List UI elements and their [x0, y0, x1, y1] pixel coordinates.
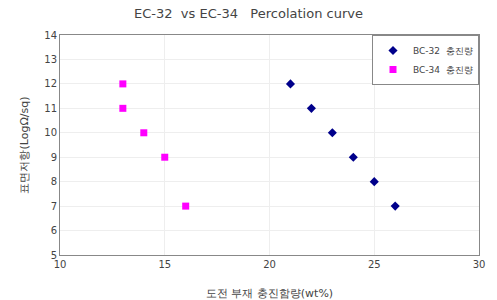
- svg-text:9: 9: [51, 152, 57, 163]
- svg-text:10: 10: [54, 259, 67, 270]
- svg-text:20: 20: [263, 259, 276, 270]
- svg-text:5: 5: [51, 250, 57, 261]
- svg-text:BC-32 충진량: BC-32 충진량: [413, 46, 473, 56]
- svg-text:11: 11: [44, 103, 57, 114]
- svg-text:표면저항(LogΩ/sq): 표면저항(LogΩ/sq): [18, 96, 31, 193]
- svg-text:30: 30: [473, 259, 486, 270]
- svg-text:10: 10: [44, 127, 57, 138]
- svg-text:14: 14: [44, 30, 57, 41]
- svg-text:7: 7: [51, 201, 57, 212]
- svg-text:BC-34 충진량: BC-34 충진량: [413, 65, 473, 75]
- svg-text:6: 6: [51, 225, 57, 236]
- svg-text:15: 15: [158, 259, 171, 270]
- svg-text:12: 12: [44, 78, 57, 89]
- svg-text:EC-32 vs EC-34 Percolation: EC-32 vs EC-34 Percolation curve: [134, 6, 363, 21]
- svg-text:도전 부재 충진함량(wt%): 도전 부재 충진함량(wt%): [206, 287, 333, 300]
- svg-text:13: 13: [44, 54, 57, 65]
- svg-text:25: 25: [368, 259, 381, 270]
- svg-text:8: 8: [51, 176, 57, 187]
